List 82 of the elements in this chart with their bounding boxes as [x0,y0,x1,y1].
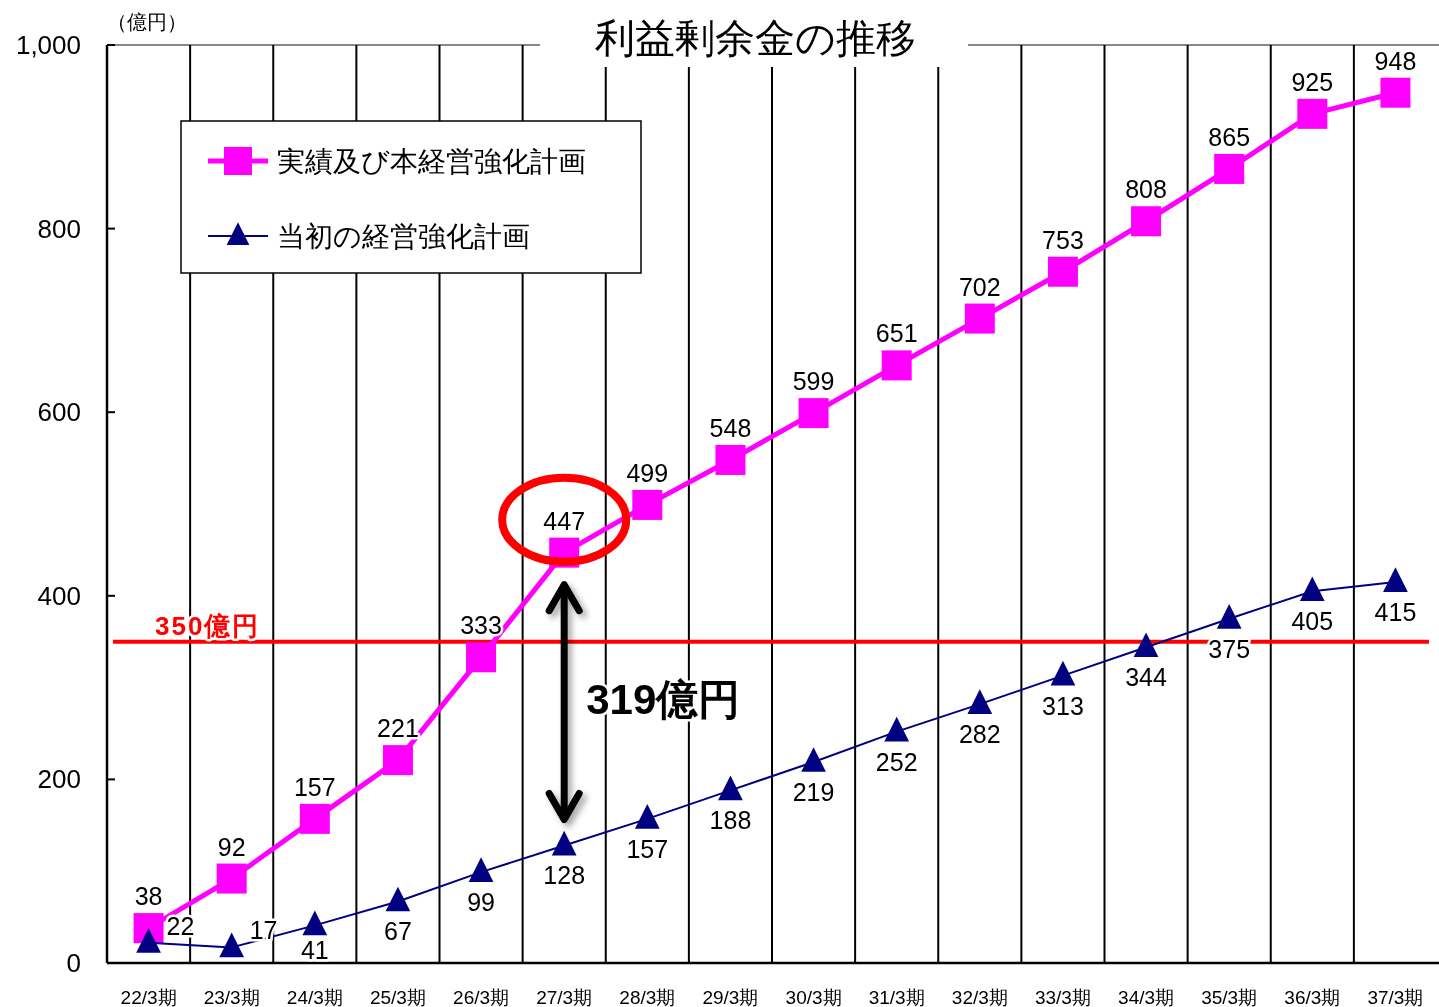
point [1380,77,1411,108]
y-tick-label: 600 [37,397,81,428]
legend-label: 実績及び本経営強化計画 [277,145,586,177]
y-tick-label: 400 [37,580,81,611]
point [634,804,660,829]
x-tick-label: 31/3期 [868,986,925,1007]
point [468,857,494,882]
x-tick-label: 37/3期 [1367,986,1424,1007]
data-label: 548 [709,413,752,442]
point [798,398,829,429]
x-tick-label: 36/3期 [1284,986,1341,1007]
data-label: 415 [1374,598,1417,627]
data-label: 702 [958,272,1001,301]
y-tick-label: 1,000 [15,30,81,60]
point [632,489,663,520]
y-tick-label: 0 [66,948,81,978]
data-label: 282 [958,720,1001,749]
chart-title: 利益剰余金の推移 [594,16,916,60]
x-tick-label: 23/3期 [203,986,260,1007]
x-tick-label: 30/3期 [785,986,842,1007]
data-label: 188 [709,806,752,835]
data-label: 38 [134,882,163,911]
point [1133,632,1159,658]
data-label: 447 [543,506,586,535]
point [718,775,743,801]
data-label: 344 [1125,663,1168,692]
data-label: 221 [377,714,419,743]
data-label: 865 [1208,122,1251,151]
x-tick-label: 22/3期 [120,986,177,1007]
point [1297,98,1328,129]
y-tick-label: 200 [37,764,81,795]
point [801,747,826,772]
point [466,642,497,673]
point [881,350,912,381]
data-label: 219 [792,777,835,806]
point [1047,256,1078,287]
data-label: 157 [293,772,336,801]
y-tick-label: 800 [37,213,81,244]
point [715,444,746,475]
legend-label: 当初の経営強化計画 [277,220,530,252]
y-axis-title: （億円） [107,11,187,33]
data-label: 333 [460,611,502,640]
point [551,830,577,856]
data-label: 599 [792,367,835,396]
data-label: 67 [384,917,412,946]
x-tick-label: 35/3期 [1201,986,1258,1007]
data-label: 92 [217,832,246,861]
point [1214,153,1245,184]
data-label: 252 [875,747,918,776]
x-tick-label: 26/3期 [453,986,510,1007]
point [219,932,245,958]
point [385,886,411,912]
data-label: 41 [300,936,329,964]
data-label: 405 [1291,607,1334,636]
data-label: 499 [626,458,669,487]
x-tick-label: 28/3期 [619,986,676,1007]
x-tick-label: 32/3期 [951,986,1008,1007]
x-tick-label: 27/3期 [536,986,593,1007]
point [884,716,910,742]
point [1050,660,1076,686]
point [1383,567,1408,592]
point [1216,603,1242,629]
data-label: 157 [626,834,669,863]
point [299,803,330,834]
point [964,303,995,334]
x-tick-label: 24/3期 [286,986,343,1007]
point [967,689,993,714]
data-label: 99 [467,888,495,917]
point [1131,206,1162,237]
point [1299,576,1325,602]
data-label: 948 [1374,46,1417,75]
x-tick-label: 34/3期 [1118,986,1175,1007]
data-label: 808 [1125,175,1167,204]
data-label: 753 [1042,225,1084,254]
data-label: 651 [875,319,918,348]
x-tick-label: 33/3期 [1034,986,1091,1007]
x-tick-label: 29/3期 [702,986,759,1007]
data-label: 925 [1291,67,1334,96]
data-label: 128 [543,861,586,890]
data-label: 313 [1042,691,1084,720]
x-tick-label: 25/3期 [369,986,426,1007]
point [302,910,328,936]
